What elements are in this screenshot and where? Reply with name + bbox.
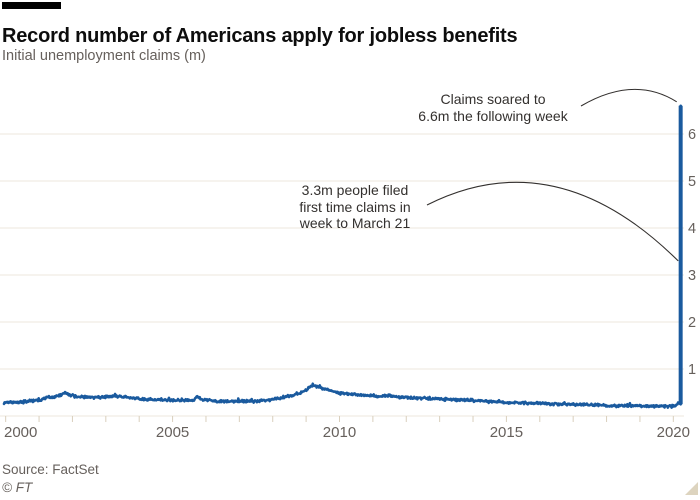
x-axis-label: 2000 (4, 424, 37, 441)
annotation-claims-soared: Claims soared to 6.6m the following week (390, 91, 596, 124)
annotation-curve-march21 (426, 181, 679, 262)
y-axis-label: 2 (688, 315, 696, 331)
resize-corner-triangle (685, 482, 698, 495)
x-axis-label: 2020 (657, 424, 690, 441)
annotation-line: week to March 21 (299, 215, 411, 231)
ft-header-bar (2, 2, 61, 9)
x-axis-label: 2015 (490, 424, 523, 441)
y-axis-label: 4 (688, 221, 696, 237)
annotation-line: 6.6m the following week (418, 107, 568, 124)
chart-subtitle: Initial unemployment claims (m) (2, 48, 206, 64)
y-axis-label: 3 (688, 268, 696, 284)
y-axis-label: 5 (688, 174, 696, 190)
annotation-line: first time claims in (299, 198, 411, 215)
y-axis-label: 1 (688, 362, 696, 378)
annotation-curve-peak (580, 88, 677, 107)
source-label: Source: FactSet (2, 462, 99, 477)
ft-copyright: © FT (2, 480, 33, 495)
annotation-line: 3.3m people filed (301, 182, 409, 198)
x-axis-label: 2005 (156, 424, 189, 441)
y-axis-label: 6 (688, 127, 696, 143)
annotation-line: Claims soared to (440, 91, 546, 107)
chart-title: Record number of Americans apply for job… (2, 25, 518, 48)
annotation-march21: 3.3m people filed first time claims in w… (276, 182, 434, 232)
x-axis-label: 2010 (323, 424, 356, 441)
claims-line-series (2, 104, 683, 409)
